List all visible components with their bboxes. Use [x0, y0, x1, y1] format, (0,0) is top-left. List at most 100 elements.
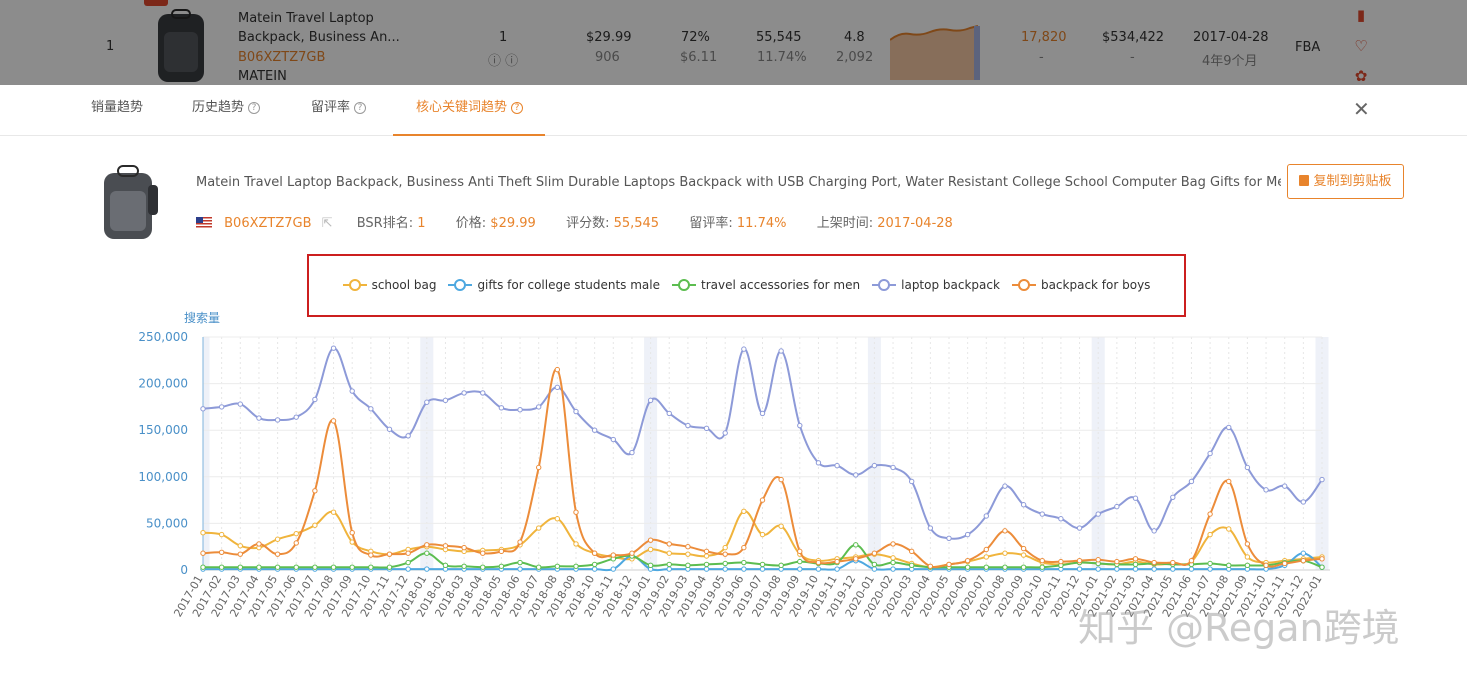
- data-point[interactable]: [722, 430, 728, 436]
- data-point[interactable]: [498, 548, 505, 555]
- data-point[interactable]: [759, 497, 766, 503]
- data-point[interactable]: [368, 406, 374, 412]
- data-point[interactable]: [1002, 528, 1008, 534]
- data-point[interactable]: [330, 418, 337, 424]
- data-point[interactable]: [461, 563, 467, 569]
- data-point[interactable]: [237, 401, 244, 407]
- data-point[interactable]: [685, 551, 691, 557]
- data-point[interactable]: [1319, 556, 1325, 562]
- data-point[interactable]: [274, 551, 281, 557]
- data-point[interactable]: [1319, 564, 1325, 570]
- data-point[interactable]: [815, 559, 822, 566]
- data-point[interactable]: [1132, 556, 1139, 562]
- data-point[interactable]: [330, 564, 337, 570]
- data-point[interactable]: [1226, 562, 1232, 569]
- data-point[interactable]: [405, 550, 411, 556]
- data-point[interactable]: [815, 460, 822, 466]
- data-point[interactable]: [517, 566, 523, 572]
- data-point[interactable]: [1282, 483, 1288, 489]
- data-point[interactable]: [237, 564, 244, 570]
- data-point[interactable]: [741, 508, 747, 514]
- data-point[interactable]: [1039, 511, 1045, 517]
- data-point[interactable]: [1188, 566, 1195, 572]
- data-point[interactable]: [442, 397, 449, 404]
- data-point[interactable]: [1020, 545, 1027, 552]
- data-point[interactable]: [1020, 502, 1027, 508]
- data-point[interactable]: [1319, 476, 1325, 483]
- data-point[interactable]: [1095, 557, 1101, 563]
- data-point[interactable]: [349, 530, 355, 536]
- data-point[interactable]: [666, 410, 672, 417]
- data-point[interactable]: [685, 422, 691, 429]
- data-point[interactable]: [1207, 531, 1213, 538]
- help-icon[interactable]: ?: [354, 102, 367, 114]
- data-point[interactable]: [1151, 528, 1157, 534]
- help-icon[interactable]: ?: [511, 102, 524, 114]
- data-point[interactable]: [685, 544, 691, 550]
- data-point[interactable]: [1114, 566, 1120, 572]
- data-point[interactable]: [1020, 552, 1027, 558]
- data-point[interactable]: [573, 408, 579, 415]
- data-point[interactable]: [666, 541, 672, 547]
- data-point[interactable]: [946, 535, 952, 542]
- keyword-trend-chart[interactable]: 050,000100,000150,000200,000250,0002017-…: [0, 325, 1467, 688]
- data-point[interactable]: [759, 566, 766, 572]
- data-point[interactable]: [647, 537, 654, 543]
- data-point[interactable]: [1095, 566, 1101, 572]
- data-point[interactable]: [1300, 499, 1307, 505]
- data-point[interactable]: [368, 564, 374, 570]
- data-point[interactable]: [442, 543, 449, 549]
- close-icon[interactable]: ✕: [1353, 97, 1370, 121]
- data-point[interactable]: [1132, 566, 1139, 572]
- legend-item[interactable]: travel accessories for men: [672, 256, 860, 315]
- data-point[interactable]: [237, 543, 244, 549]
- data-point[interactable]: [591, 566, 598, 572]
- data-point[interactable]: [573, 509, 579, 515]
- data-point[interactable]: [797, 422, 803, 429]
- data-point[interactable]: [909, 562, 915, 569]
- data-point[interactable]: [890, 541, 896, 547]
- data-point[interactable]: [256, 564, 262, 570]
- data-point[interactable]: [424, 399, 430, 405]
- data-point[interactable]: [647, 397, 654, 404]
- data-point[interactable]: [703, 425, 710, 432]
- data-point[interactable]: [1039, 557, 1045, 564]
- heart-icon[interactable]: ♡: [1354, 37, 1368, 55]
- data-point[interactable]: [834, 566, 840, 572]
- data-point[interactable]: [536, 464, 542, 471]
- data-point[interactable]: [797, 558, 803, 565]
- copy-to-clipboard-button[interactable]: 复制到剪贴板: [1287, 164, 1404, 199]
- data-point[interactable]: [890, 559, 896, 566]
- data-point[interactable]: [1226, 478, 1232, 485]
- legend-item[interactable]: backpack for boys: [1011, 256, 1150, 315]
- share-icon[interactable]: ✿: [1354, 67, 1368, 85]
- data-point[interactable]: [1020, 564, 1027, 570]
- data-point[interactable]: [554, 384, 561, 391]
- data-point[interactable]: [1170, 494, 1176, 501]
- tab-sales-trend[interactable]: 销量趋势: [91, 100, 144, 115]
- data-point[interactable]: [480, 390, 486, 396]
- data-point[interactable]: [1095, 511, 1101, 517]
- data-point[interactable]: [983, 554, 989, 560]
- tab-review-rate[interactable]: 留评率?: [311, 85, 367, 136]
- data-point[interactable]: [536, 404, 542, 410]
- help-icon[interactable]: ?: [248, 102, 261, 114]
- data-point[interactable]: [1151, 566, 1157, 572]
- data-point[interactable]: [424, 542, 430, 548]
- data-point[interactable]: [871, 561, 878, 568]
- data-point[interactable]: [312, 396, 318, 403]
- data-point[interactable]: [871, 550, 878, 556]
- data-point[interactable]: [703, 566, 710, 572]
- data-point[interactable]: [722, 551, 728, 557]
- data-point[interactable]: [666, 561, 672, 568]
- data-point[interactable]: [853, 556, 859, 562]
- data-point[interactable]: [741, 544, 747, 551]
- data-point[interactable]: [1076, 525, 1083, 531]
- data-point[interactable]: [1263, 562, 1269, 569]
- data-point[interactable]: [461, 390, 467, 396]
- data-point[interactable]: [629, 449, 635, 456]
- data-point[interactable]: [200, 530, 206, 536]
- data-point[interactable]: [610, 552, 616, 558]
- tab-history-trend[interactable]: 历史趋势?: [192, 85, 261, 136]
- data-point[interactable]: [1114, 503, 1120, 510]
